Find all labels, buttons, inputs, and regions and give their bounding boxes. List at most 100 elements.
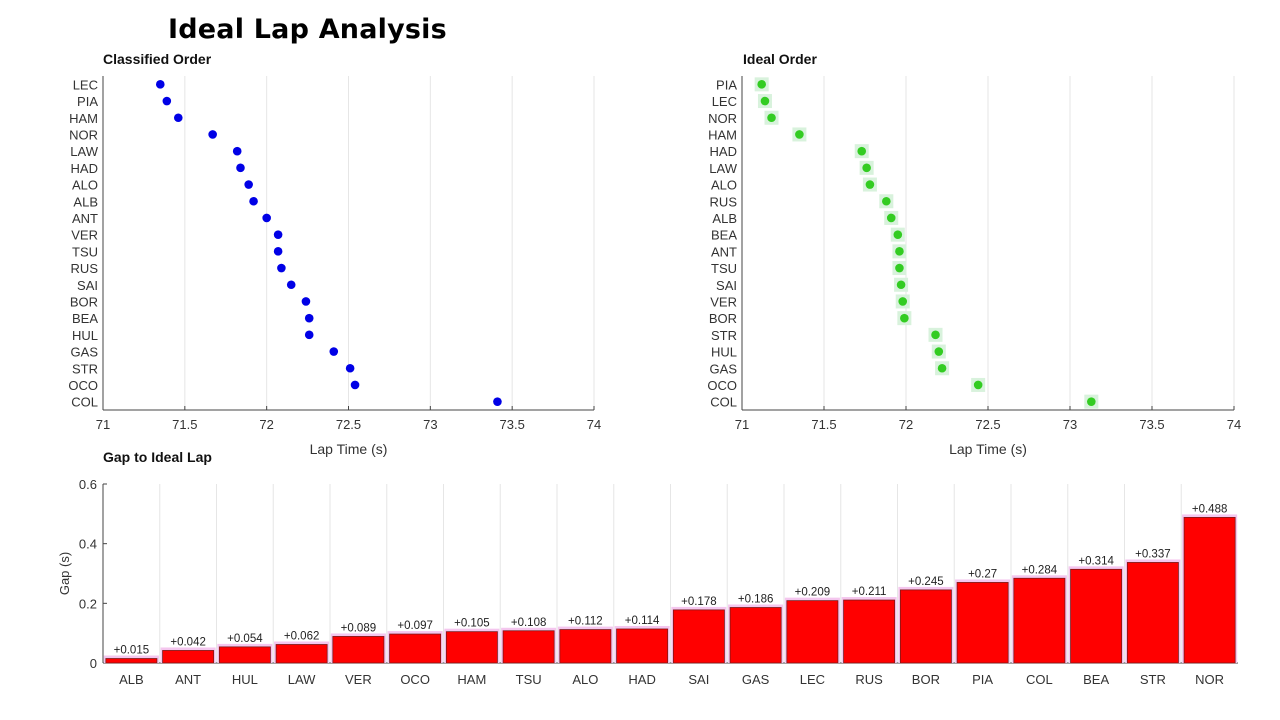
classified-y-tick-label: ANT (72, 211, 98, 226)
classified-point (244, 180, 253, 189)
ideal-order-title: Ideal Order (743, 51, 817, 67)
gap-bar (1070, 568, 1123, 664)
classified-point (155, 80, 165, 89)
ideal-point (862, 163, 871, 173)
classified-point (350, 380, 360, 390)
ideal-point (767, 113, 776, 123)
gap-bar-data-label: +0.105 (454, 618, 490, 630)
gap-chart-title: Gap to Ideal Lap (103, 449, 212, 465)
ideal-point (757, 80, 766, 89)
gap-bar (1013, 577, 1066, 664)
classified-y-tick-label: ALB (73, 194, 98, 209)
ideal-x-tick-label: 71.5 (811, 417, 836, 432)
gap-bar-data-label: +0.108 (511, 617, 547, 629)
gap-y-tick-label: 0.2 (79, 596, 97, 611)
classified-point (493, 397, 502, 406)
ideal-point (937, 363, 947, 373)
gap-x-tick-label: COL (1026, 672, 1053, 687)
classified-point (262, 213, 271, 223)
gap-bar (559, 629, 612, 664)
gap-y-tick-label: 0 (90, 656, 97, 671)
gap-bar-data-label: +0.015 (114, 645, 150, 657)
classified-point (273, 247, 283, 256)
gap-x-tick-label: VER (345, 672, 372, 687)
ideal-y-tick-label: HUL (711, 345, 737, 360)
gap-bar-data-label: +0.27 (968, 568, 997, 580)
gap-bar (672, 609, 725, 664)
page-title: Ideal Lap Analysis (168, 14, 447, 45)
gap-bar-data-label: +0.488 (1192, 503, 1228, 515)
ideal-y-tick-label: COL (710, 395, 737, 410)
classified-x-tick-label: 72 (259, 417, 273, 432)
classified-point (273, 230, 283, 239)
classified-x-tick-label: 71 (96, 417, 110, 432)
ideal-point (896, 280, 906, 290)
gap-bar (162, 650, 215, 664)
ideal-y-tick-label: PIA (716, 77, 737, 92)
gap-bar-data-label: +0.186 (738, 594, 774, 606)
gap-x-tick-label: PIA (972, 672, 993, 687)
gap-x-tick-label: NOR (1195, 672, 1224, 687)
classified-y-tick-label: STR (72, 361, 98, 376)
gap-x-tick-label: STR (1140, 672, 1166, 687)
ideal-point (895, 263, 904, 273)
ideal-x-tick-label: 72 (899, 417, 913, 432)
classified-point (286, 280, 296, 290)
classified-y-tick-label: HAD (71, 161, 98, 176)
ideal-x-tick-label: 71 (735, 417, 749, 432)
gap-bar (389, 633, 442, 664)
gap-bar (275, 644, 328, 664)
gap-bar-data-label: +0.337 (1135, 548, 1171, 560)
classified-point (304, 330, 314, 340)
gap-bar-data-label: +0.089 (341, 622, 377, 634)
ideal-y-tick-label: TSU (711, 261, 737, 276)
ideal-x-tick-label: 73 (1063, 417, 1077, 432)
ideal-y-tick-label: BEA (711, 228, 737, 243)
classified-y-tick-label: PIA (77, 94, 98, 109)
classified-y-tick-label: TSU (72, 244, 98, 259)
classified-y-tick-label: OCO (68, 378, 98, 393)
ideal-x-axis-label: Lap Time (s) (949, 441, 1027, 457)
gap-x-tick-label: OCO (400, 672, 430, 687)
classified-point (277, 263, 286, 273)
gap-bar (105, 658, 158, 664)
ideal-point (900, 313, 909, 323)
gap-x-tick-label: ALB (119, 672, 144, 687)
ideal-y-tick-label: ALB (712, 211, 737, 226)
gap-x-tick-label: LAW (288, 672, 316, 687)
gap-x-tick-label: GAS (742, 672, 770, 687)
classified-x-tick-label: 74 (587, 417, 601, 432)
gap-bar (956, 582, 1009, 664)
classified-point (345, 363, 355, 373)
ideal-y-tick-label: STR (711, 328, 737, 343)
gap-x-tick-label: BEA (1083, 672, 1109, 687)
ideal-point (795, 130, 804, 139)
gap-bar-data-label: +0.114 (625, 615, 660, 627)
classified-point (304, 313, 314, 323)
classified-point (208, 130, 217, 139)
ideal-y-tick-label: GAS (710, 361, 738, 376)
gap-bar-data-label: +0.209 (795, 587, 831, 599)
gap-x-tick-label: LEC (800, 672, 825, 687)
classified-point (173, 113, 183, 123)
gap-bar (1126, 562, 1179, 664)
gap-y-tick-label: 0.6 (79, 477, 97, 492)
gap-x-tick-label: BOR (912, 672, 940, 687)
ideal-y-tick-label: VER (710, 294, 737, 309)
ideal-x-tick-label: 73.5 (1139, 417, 1164, 432)
gap-x-tick-label: SAI (688, 672, 709, 687)
gap-x-tick-label: HUL (232, 672, 258, 687)
ideal-point (760, 96, 770, 106)
ideal-point (973, 380, 983, 390)
ideal-point (886, 213, 896, 223)
gap-bar (843, 599, 896, 664)
ideal-y-tick-label: LAW (709, 161, 737, 176)
classified-y-tick-label: ALO (72, 178, 98, 193)
gap-bar-data-label: +0.062 (284, 631, 320, 643)
classified-y-tick-label: GAS (71, 345, 99, 360)
gap-bar (786, 600, 839, 664)
classified-y-tick-label: RUS (71, 261, 99, 276)
ideal-y-tick-label: HAM (708, 127, 737, 142)
gap-bar (729, 607, 782, 664)
ideal-point (934, 347, 944, 356)
